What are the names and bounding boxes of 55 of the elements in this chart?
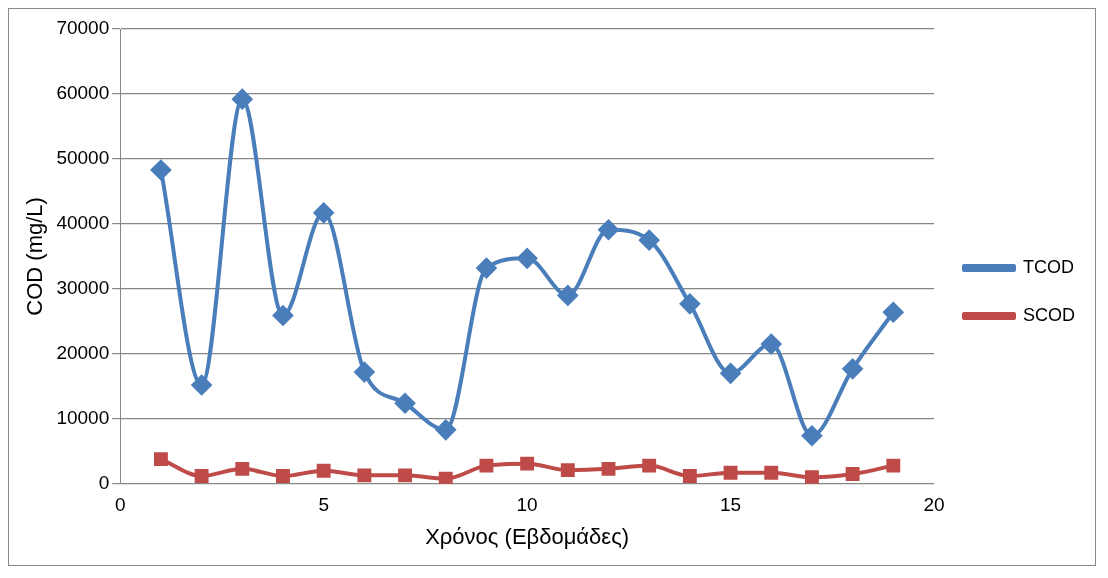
y-tick-label: 10000 <box>56 407 110 429</box>
y-tick-label: 60000 <box>56 82 110 104</box>
point <box>438 471 453 484</box>
y-tick-label: 70000 <box>56 17 110 39</box>
point <box>764 465 779 480</box>
y-tick-label: 40000 <box>56 212 110 234</box>
legend-label: TCOD <box>1023 256 1074 277</box>
point <box>842 358 863 379</box>
point <box>520 456 535 471</box>
point <box>476 258 497 279</box>
x-tick-label: 10 <box>516 494 538 516</box>
point <box>272 305 293 326</box>
point <box>723 465 738 480</box>
y-tick-label: 50000 <box>56 147 110 169</box>
point <box>601 461 616 476</box>
point <box>479 458 494 473</box>
y-tick-label: 20000 <box>56 342 110 364</box>
point <box>517 248 538 269</box>
x-tick-label: 0 <box>114 494 126 516</box>
point <box>194 469 209 483</box>
point <box>313 202 334 223</box>
point <box>845 467 860 481</box>
point <box>557 285 578 306</box>
point <box>883 302 904 323</box>
y-tick-label: 30000 <box>56 277 110 299</box>
point <box>354 362 375 383</box>
legend-label: SCOD <box>1023 304 1076 325</box>
point <box>639 230 660 251</box>
y-tick-label: 0 <box>98 472 110 494</box>
x-tick-label: 15 <box>719 494 742 516</box>
point <box>398 468 412 483</box>
point <box>395 393 416 414</box>
point <box>761 334 782 355</box>
point <box>232 89 253 110</box>
point <box>357 468 372 483</box>
point <box>679 293 700 314</box>
point <box>801 425 822 446</box>
x-tick-label: 20 <box>923 494 945 516</box>
y-axis-title: COD (mg/L) <box>22 197 48 316</box>
point <box>150 159 171 180</box>
point <box>191 375 212 396</box>
x-tick-label: 5 <box>318 494 329 516</box>
point <box>435 419 456 440</box>
point <box>804 470 819 484</box>
point <box>720 363 741 384</box>
x-axis-title: Χρόνος (Εβδομάδες) <box>425 523 630 549</box>
point <box>886 458 901 473</box>
point <box>276 469 290 483</box>
point <box>316 463 331 478</box>
point <box>235 461 250 476</box>
point <box>642 458 657 473</box>
point <box>682 469 697 483</box>
point <box>153 452 168 467</box>
point <box>560 463 575 478</box>
point <box>598 219 619 240</box>
